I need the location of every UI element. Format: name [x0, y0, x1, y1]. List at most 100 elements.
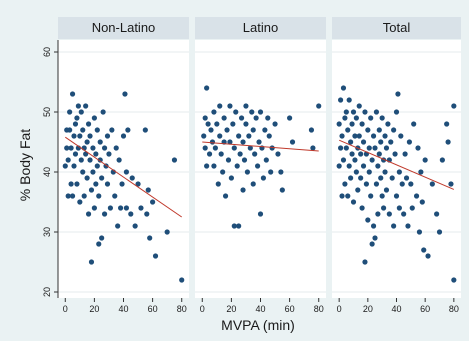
data-point	[240, 139, 246, 145]
data-point	[246, 133, 252, 139]
data-point	[360, 139, 367, 145]
data-point	[368, 193, 374, 199]
data-point	[376, 151, 382, 157]
data-point	[109, 127, 115, 133]
data-point	[179, 277, 185, 283]
panel-strip	[332, 17, 461, 39]
data-point	[352, 157, 358, 163]
data-point	[392, 151, 398, 157]
data-point	[436, 229, 443, 235]
data-point	[87, 157, 93, 163]
data-point	[96, 193, 102, 199]
data-point	[91, 205, 97, 211]
data-point	[88, 187, 95, 193]
data-point	[217, 133, 223, 139]
data-point	[289, 139, 296, 145]
data-point	[241, 157, 248, 163]
data-point	[252, 151, 258, 157]
data-point	[378, 139, 384, 145]
data-point	[434, 211, 440, 217]
data-point	[100, 109, 106, 115]
data-point	[398, 133, 404, 139]
data-point	[257, 109, 264, 115]
data-point	[272, 121, 278, 127]
data-point	[375, 211, 381, 217]
x-tick-label: 80	[314, 304, 324, 314]
data-point	[142, 127, 148, 133]
data-point	[406, 139, 412, 145]
data-point	[80, 169, 86, 175]
data-point	[202, 145, 208, 151]
data-point	[90, 145, 96, 151]
data-point	[171, 157, 178, 163]
data-point	[448, 181, 454, 187]
data-point	[451, 277, 457, 283]
x-tick-label: 20	[363, 304, 373, 314]
data-point	[356, 133, 362, 139]
data-point	[275, 151, 281, 157]
data-point	[342, 181, 348, 187]
panel-total: Total 0 20 40 60 80	[332, 17, 461, 314]
data-point	[227, 139, 233, 145]
data-point	[99, 175, 105, 181]
data-point	[346, 97, 352, 103]
data-point	[117, 205, 124, 211]
data-point	[80, 127, 86, 133]
data-point	[222, 193, 229, 199]
x-tick-label: 0	[200, 304, 205, 314]
data-point	[365, 217, 371, 223]
data-point	[125, 127, 131, 133]
data-point	[112, 193, 118, 199]
data-point	[308, 127, 315, 133]
data-point	[395, 91, 401, 97]
y-tick-label: 50	[42, 107, 52, 117]
data-point	[256, 139, 262, 145]
data-point	[68, 145, 74, 151]
data-point	[348, 175, 354, 181]
data-point	[78, 109, 84, 115]
data-point	[393, 193, 400, 199]
data-point	[370, 133, 377, 139]
data-point	[362, 109, 368, 115]
x-tick-label: 20	[89, 304, 99, 314]
data-point	[366, 145, 372, 151]
data-point	[236, 133, 242, 139]
data-point	[396, 169, 402, 175]
data-point	[405, 223, 411, 229]
data-point	[345, 193, 351, 199]
data-point	[250, 127, 256, 133]
data-point	[138, 205, 144, 211]
panels: Non-Latino 0 20 40 60 80 20 30 40 50 60 Latino 0 20 40…	[42, 17, 461, 314]
data-point	[214, 121, 220, 127]
data-point	[67, 109, 73, 115]
data-point	[69, 193, 76, 199]
data-point	[84, 139, 90, 145]
data-point	[338, 97, 344, 103]
plot-area	[195, 40, 326, 298]
data-point	[266, 133, 272, 139]
data-point	[346, 163, 352, 169]
data-point	[101, 211, 108, 217]
data-point	[129, 175, 135, 181]
data-point	[220, 169, 226, 175]
data-point	[204, 163, 210, 169]
data-point	[93, 151, 99, 157]
data-point	[221, 115, 227, 121]
data-point	[399, 181, 405, 187]
data-point	[211, 109, 217, 115]
data-point	[212, 145, 218, 151]
data-point	[419, 199, 425, 205]
data-point	[342, 115, 348, 121]
data-point	[224, 127, 230, 133]
data-point	[372, 235, 378, 241]
data-point	[97, 139, 103, 145]
data-point	[81, 193, 87, 199]
data-point	[69, 91, 76, 97]
data-point	[429, 181, 435, 187]
data-point	[71, 163, 77, 169]
data-point	[67, 127, 73, 133]
y-tick-label: 40	[42, 167, 52, 177]
data-point	[336, 163, 342, 169]
data-point	[439, 157, 445, 163]
